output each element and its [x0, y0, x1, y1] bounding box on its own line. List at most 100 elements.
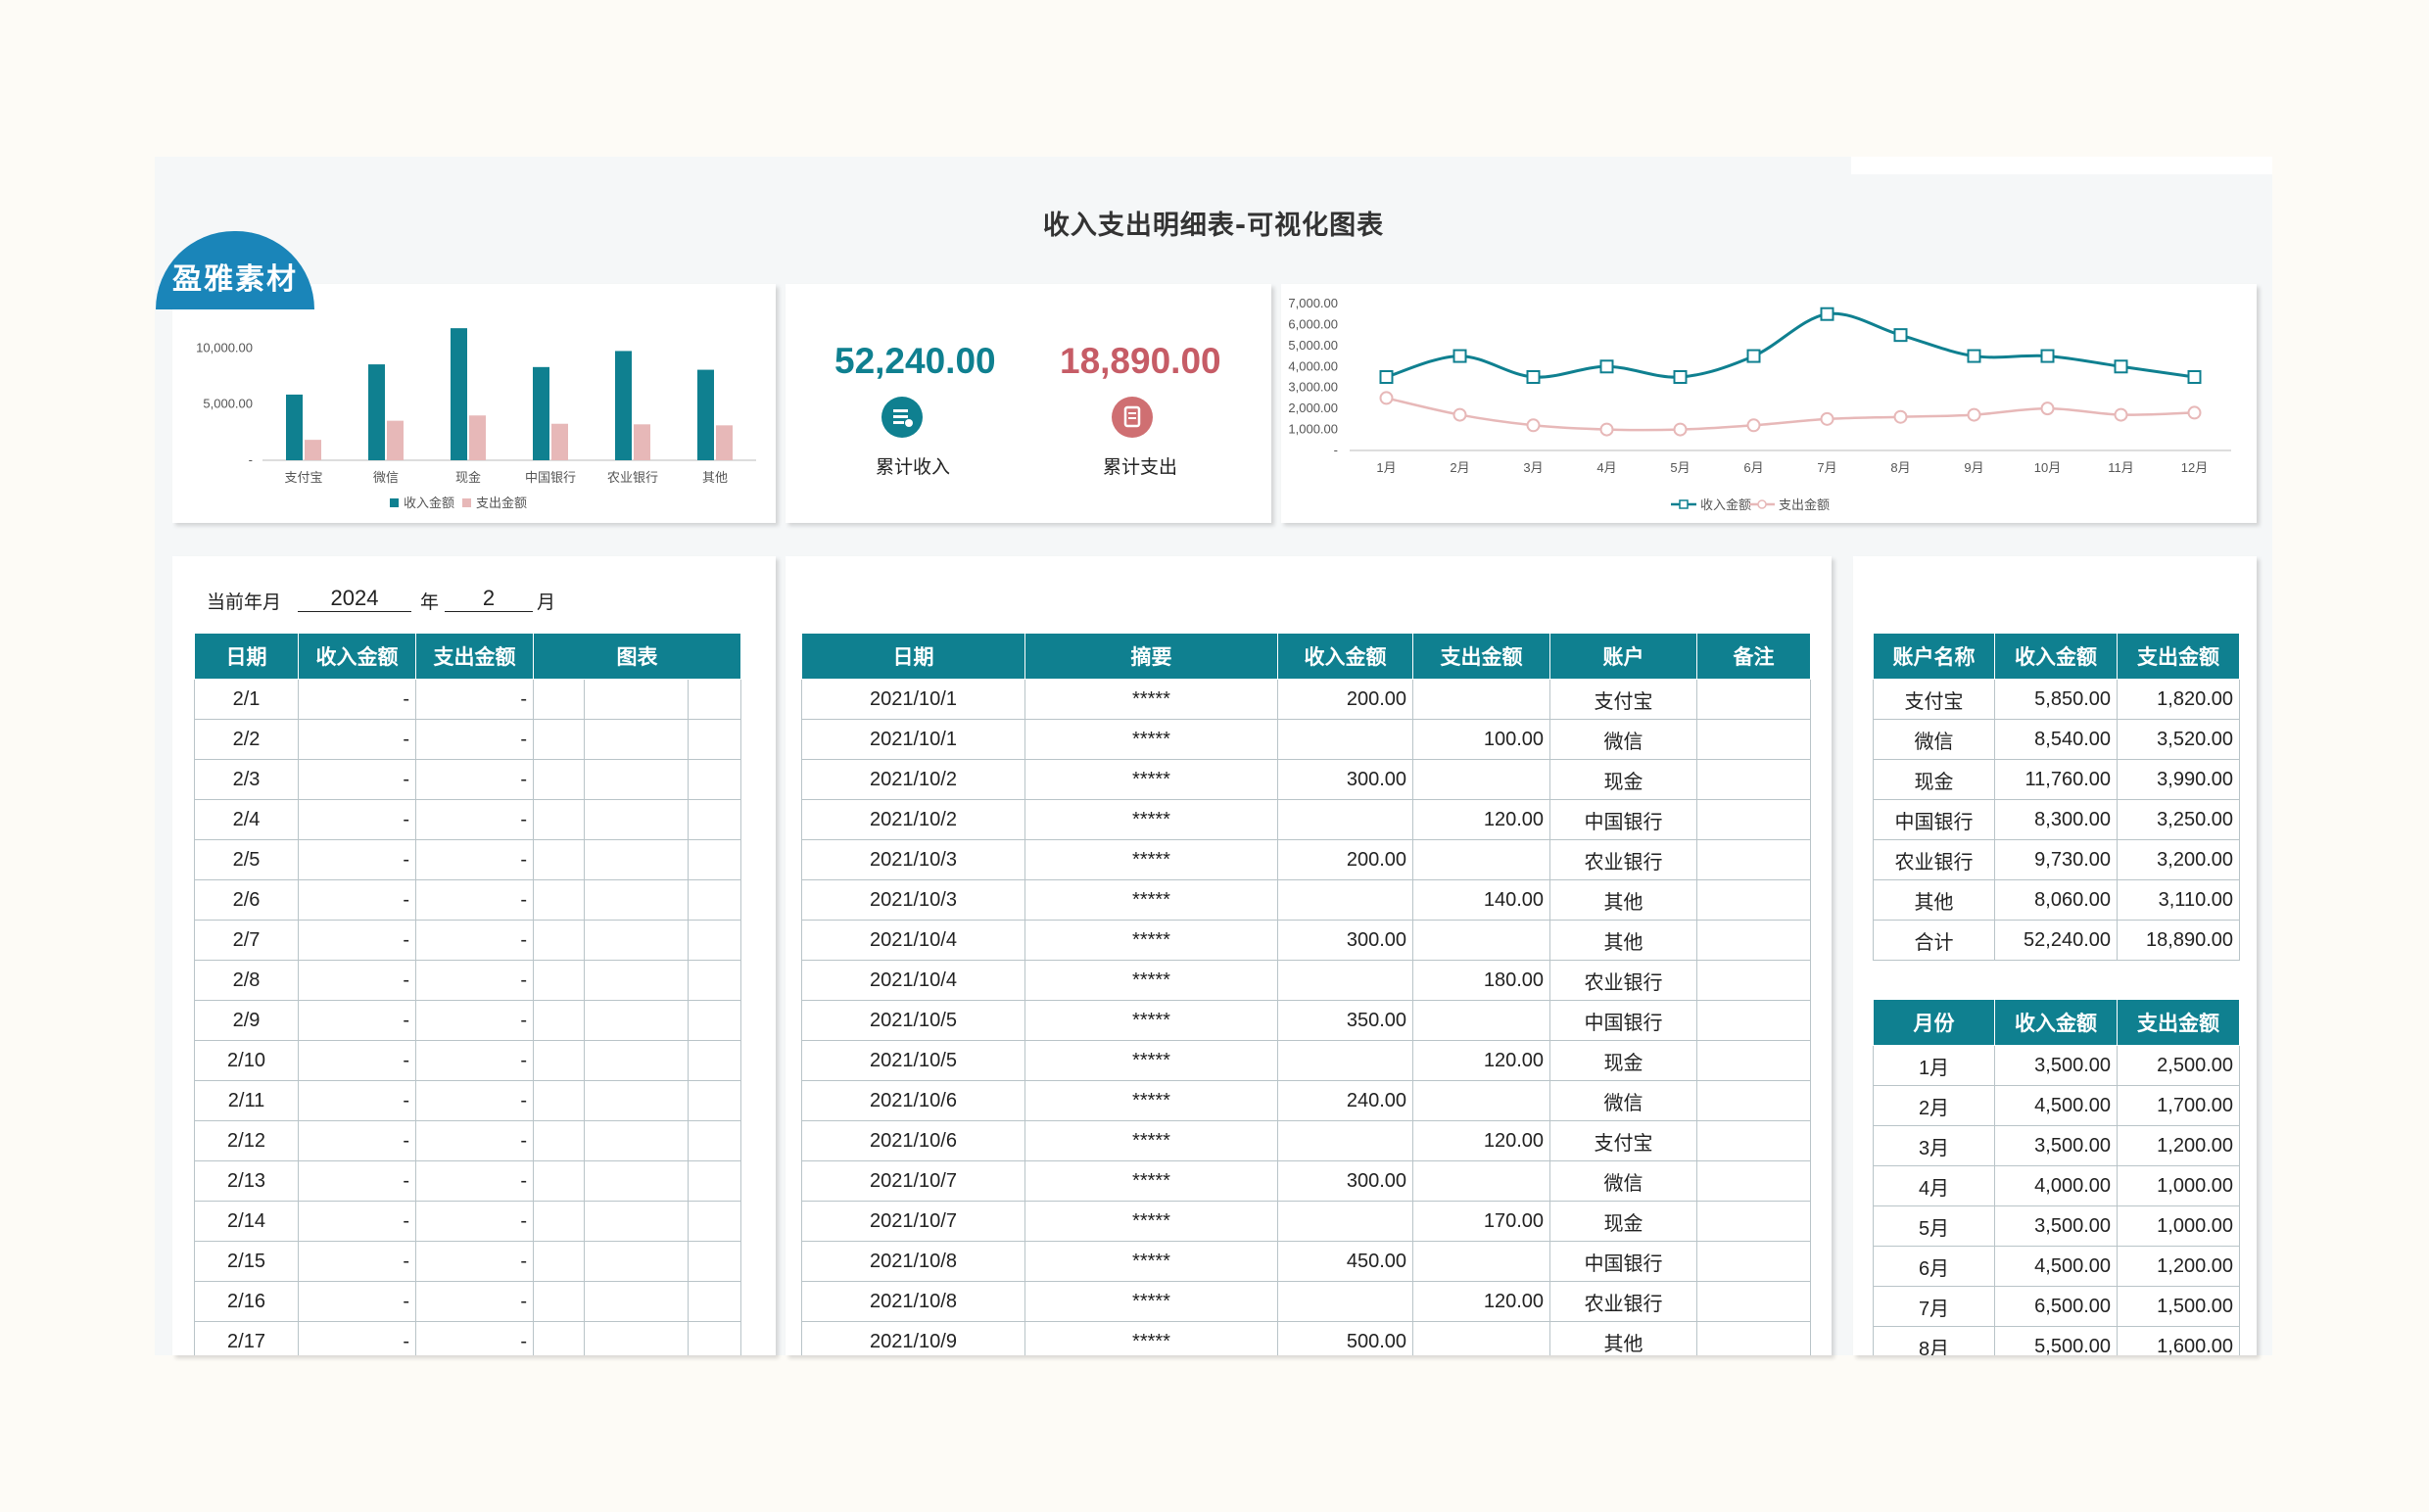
daily-cell: -: [415, 879, 534, 921]
detail-cell: *****: [1024, 1080, 1278, 1121]
detail-cell: 其他: [1549, 1321, 1697, 1355]
bar-income: [533, 366, 549, 460]
daily-cell: -: [415, 920, 534, 961]
daily-chart-cell: [533, 719, 585, 760]
detail-cell: 240.00: [1277, 1080, 1413, 1121]
monthly-cell: 1,500.00: [2117, 1286, 2240, 1327]
daily-row: 2/14- -: [194, 1201, 742, 1242]
daily-row: 2/1- -: [194, 679, 742, 720]
detail-cell: [1412, 1241, 1550, 1282]
detail-cell: *****: [1024, 799, 1278, 840]
daily-chart-cell: [687, 960, 742, 1001]
daily-cell: -: [415, 960, 534, 1001]
detail-cell: 2021/10/3: [801, 879, 1025, 921]
daily-cell: -: [298, 1241, 416, 1282]
daily-chart-cell: [533, 1080, 585, 1121]
monthly-row: 7月 6,500.00 1,500.00: [1873, 1286, 2240, 1327]
year-input[interactable]: 2024: [298, 586, 411, 612]
bar-income: [368, 364, 385, 460]
line-point-expense: [1526, 418, 1541, 433]
line-y-tick-label: 5,000.00: [1288, 338, 1338, 353]
line-category-label: 10月: [2034, 460, 2061, 475]
accounts-cell: 8,540.00: [1994, 719, 2118, 760]
daily-chart-cell: [584, 1321, 689, 1355]
daily-chart-cell: [533, 839, 585, 880]
detail-cell: 2021/10/5: [801, 1040, 1025, 1081]
detail-cell: 其他: [1549, 920, 1697, 961]
monthly-cell: 3,500.00: [1994, 1125, 2118, 1166]
detail-cell: [1696, 1120, 1811, 1161]
bar-y-tick-label: 5,000.00: [203, 397, 253, 411]
detail-cell: [1696, 719, 1811, 760]
detail-cell: 120.00: [1412, 799, 1550, 840]
line-point-income: [1379, 370, 1394, 384]
detail-cell: 中国银行: [1549, 1241, 1697, 1282]
expense-total-label: 累计支出: [1103, 456, 1178, 478]
details-table: 日期 摘要 收入金额 支出金额 账户 备注 2021/10/1 ***** 200.00 支付宝…: [801, 633, 1811, 1355]
table-header-accounts-0: 账户名称: [1873, 633, 1995, 680]
table-header-monthly-0: 月份: [1873, 999, 1995, 1046]
daily-chart-cell: [584, 1080, 689, 1121]
daily-chart-cell: [687, 1160, 742, 1202]
detail-cell: 现金: [1549, 1201, 1697, 1242]
current-month-label: 当前年月: [207, 591, 282, 613]
detail-cell: [1277, 1120, 1413, 1161]
detail-cell: [1696, 1321, 1811, 1355]
bar-category-label: 其他: [702, 470, 728, 485]
line-category-label: 9月: [1964, 460, 1983, 475]
month-input[interactable]: 2: [445, 586, 533, 612]
daily-chart-cell: [584, 960, 689, 1001]
bar-expense: [305, 440, 321, 460]
detail-cell: *****: [1024, 920, 1278, 961]
detail-cell: 2021/10/7: [801, 1160, 1025, 1202]
accounts-cell: 农业银行: [1873, 839, 1995, 880]
daily-cell: -: [298, 1201, 416, 1242]
line-point-income: [1967, 349, 1981, 363]
monthly-cell: 4,500.00: [1994, 1085, 2118, 1126]
detail-cell: [1412, 679, 1550, 720]
accounts-cell: 现金: [1873, 759, 1995, 800]
detail-row: 2021/10/8 ***** 120.00 农业银行: [801, 1281, 1811, 1322]
line-series-expense: [1386, 397, 2195, 432]
daily-cell: -: [298, 679, 416, 720]
detail-cell: *****: [1024, 1120, 1278, 1161]
monthly-row: 6月 4,500.00 1,200.00: [1873, 1246, 2240, 1287]
daily-chart-cell: [687, 1241, 742, 1282]
bar-income: [615, 351, 632, 460]
table-header-accounts-2: 支出金额: [2117, 633, 2240, 680]
daily-panel: 当前年月 2024 年 2 月 日期 收入金额 支出金额 图表 2/1- -2/2- -2…: [172, 556, 776, 1355]
daily-cell: -: [415, 1321, 534, 1355]
line-point-income: [1453, 349, 1467, 363]
daily-cell: -: [415, 1040, 534, 1081]
detail-cell: 120.00: [1412, 1120, 1550, 1161]
detail-cell: 170.00: [1412, 1201, 1550, 1242]
daily-chart-cell: [584, 1120, 689, 1161]
daily-chart-cell: [584, 799, 689, 840]
bar-legend-swatch: [390, 498, 399, 507]
line-point-expense: [2187, 405, 2202, 420]
detail-cell: [1696, 1281, 1811, 1322]
daily-chart-cell: [533, 960, 585, 1001]
daily-cell: 2/2: [194, 719, 299, 760]
monthly-cell: 1,200.00: [2117, 1125, 2240, 1166]
line-point-expense: [1893, 409, 1908, 424]
daily-row: 2/8- -: [194, 960, 742, 1001]
daily-chart-cell: [584, 879, 689, 921]
monthly-cell: 5月: [1873, 1205, 1995, 1247]
accounts-cell: 52,240.00: [1994, 920, 2118, 961]
monthly-cell: 2月: [1873, 1085, 1995, 1126]
detail-cell: [1412, 1160, 1550, 1202]
daily-cell: -: [415, 799, 534, 840]
detail-cell: 2021/10/8: [801, 1281, 1025, 1322]
table-header-accounts-1: 收入金额: [1994, 633, 2118, 680]
account-summary-table: 账户名称 收入金额 支出金额 支付宝 5,850.00 1,820.00 微信 8,540.…: [1873, 633, 2240, 961]
detail-cell: [1412, 1080, 1550, 1121]
daily-chart-cell: [687, 759, 742, 800]
accounts-cell: 支付宝: [1873, 679, 1995, 720]
line-category-label: 6月: [1743, 460, 1763, 475]
detail-cell: 农业银行: [1549, 839, 1697, 880]
monthly-row: 8月 5,500.00 1,600.00: [1873, 1326, 2240, 1355]
detail-cell: 2021/10/2: [801, 759, 1025, 800]
detail-cell: 农业银行: [1549, 1281, 1697, 1322]
line-point-expense: [2040, 402, 2055, 416]
